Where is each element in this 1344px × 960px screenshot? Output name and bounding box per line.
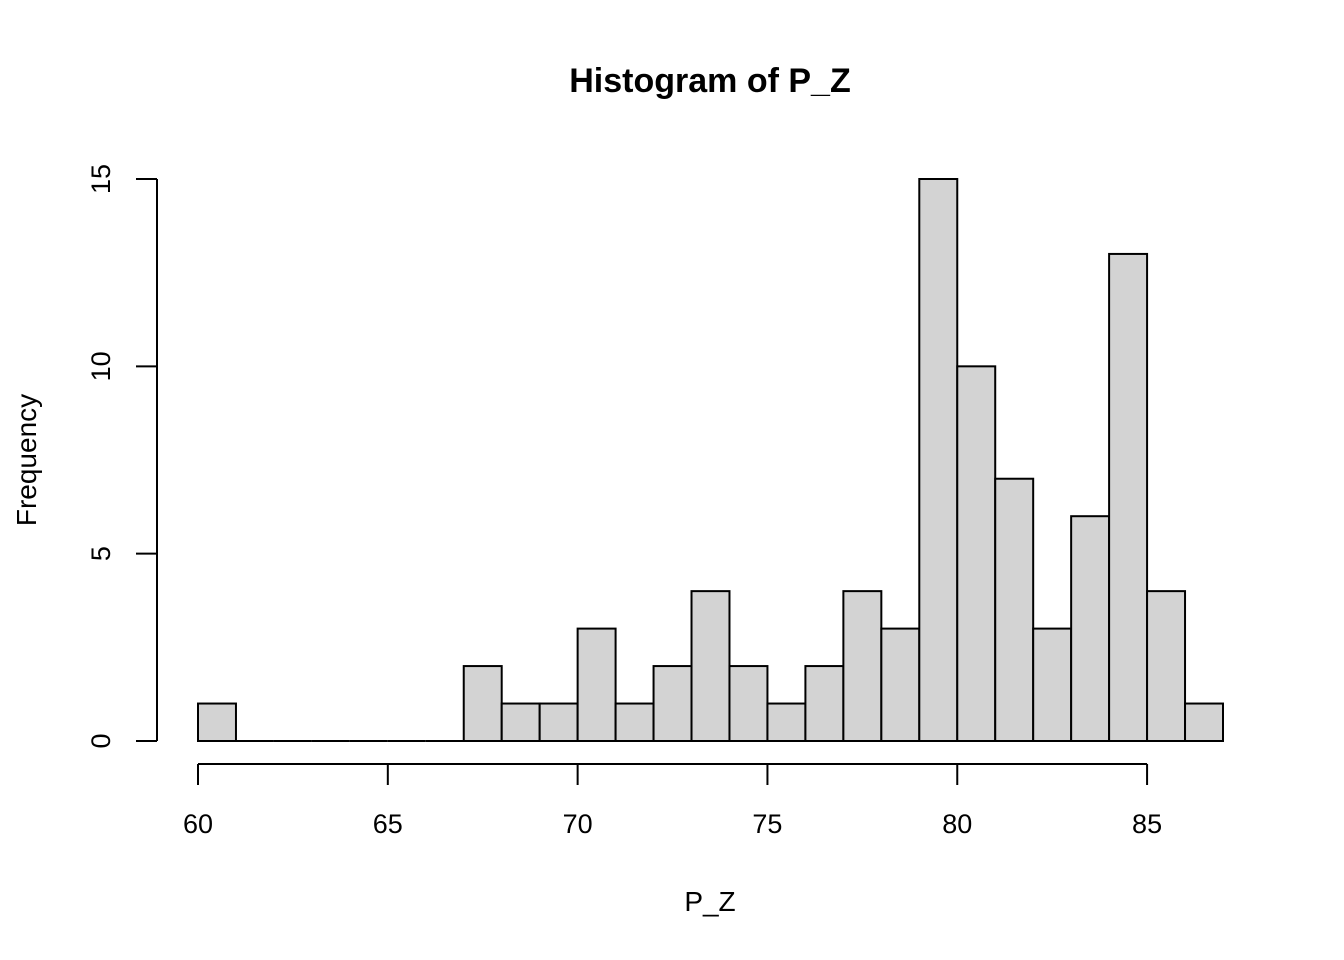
histogram-bar-77 [842,590,883,743]
histogram-bar-78 [880,627,921,742]
x-tick-label-70: 70 [563,809,593,839]
histogram-bar-84 [1108,252,1149,743]
histogram-bar-69 [538,702,579,742]
y-axis: 0 5 10 15 [86,164,158,749]
x-tick-label-80: 80 [942,809,972,839]
histogram-bar-81 [994,477,1035,742]
histogram-bar-71 [614,702,655,742]
histogram-bar-79 [918,178,959,742]
histogram-bar-85 [1146,590,1187,743]
y-tick-label-0: 0 [86,733,116,748]
x-tick-label-60: 60 [183,809,213,839]
histogram-bar-74 [728,665,769,742]
histogram-bar-67 [462,665,503,742]
histogram-bar-70 [576,627,617,742]
histogram-bar-75 [766,702,807,742]
x-tick-label-85: 85 [1132,809,1162,839]
histogram-bar-80 [956,365,997,742]
bars-group [197,178,1224,743]
histogram-bar-68 [500,702,541,742]
x-tick-label-75: 75 [752,809,782,839]
x-axis-label: P_Z [684,886,735,917]
histogram-bar-60 [197,702,237,742]
histogram-bar-83 [1070,515,1111,743]
x-tick-label-65: 65 [373,809,403,839]
histogram-bar-82 [1032,627,1073,742]
y-tick-label-10: 10 [86,351,116,381]
x-axis: 60 65 70 75 80 85 [183,763,1162,839]
y-axis-label: Frequency [11,394,42,526]
histogram-bar-86 [1184,702,1224,742]
histogram-bar-76 [804,665,845,742]
histogram-bar-72 [652,665,693,742]
chart-title: Histogram of P_Z [569,62,850,100]
y-tick-label-15: 15 [86,164,116,194]
histogram-bar-73 [690,590,731,743]
y-tick-label-5: 5 [86,546,116,561]
